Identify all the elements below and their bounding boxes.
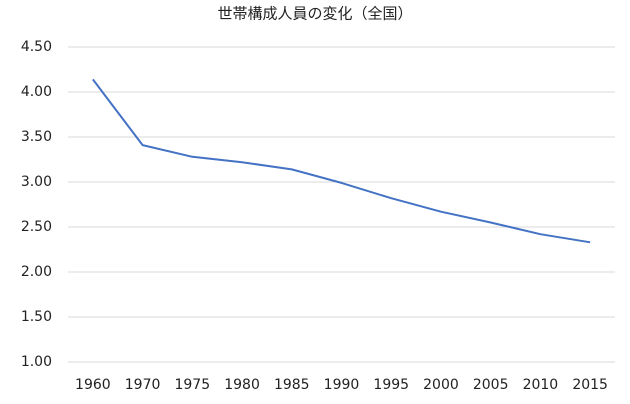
y-tick-label: 1.50 xyxy=(21,309,52,325)
y-tick-label: 3.50 xyxy=(21,129,52,145)
x-tick-label: 2015 xyxy=(572,377,608,393)
y-tick-label: 3.00 xyxy=(21,174,52,190)
x-tick-label: 1960 xyxy=(75,377,111,393)
x-tick-label: 2000 xyxy=(423,377,459,393)
x-tick-label: 2005 xyxy=(473,377,509,393)
x-tick-label: 2010 xyxy=(523,377,559,393)
y-tick-label: 4.50 xyxy=(21,39,52,55)
x-tick-label: 1995 xyxy=(373,377,409,393)
x-tick-label: 1975 xyxy=(174,377,210,393)
y-tick-label: 1.00 xyxy=(21,354,52,370)
y-tick-label: 2.00 xyxy=(21,264,52,280)
data-line xyxy=(92,78,591,244)
chart-title: 世帯構成人員の変化（全国） xyxy=(217,5,412,23)
x-tick-label: 1985 xyxy=(274,377,310,393)
x-tick-label: 1980 xyxy=(224,377,260,393)
y-tick-label: 4.00 xyxy=(21,84,52,100)
x-tick-label: 1990 xyxy=(324,377,360,393)
y-tick-label: 2.50 xyxy=(21,219,52,235)
x-tick-label: 1970 xyxy=(125,377,161,393)
